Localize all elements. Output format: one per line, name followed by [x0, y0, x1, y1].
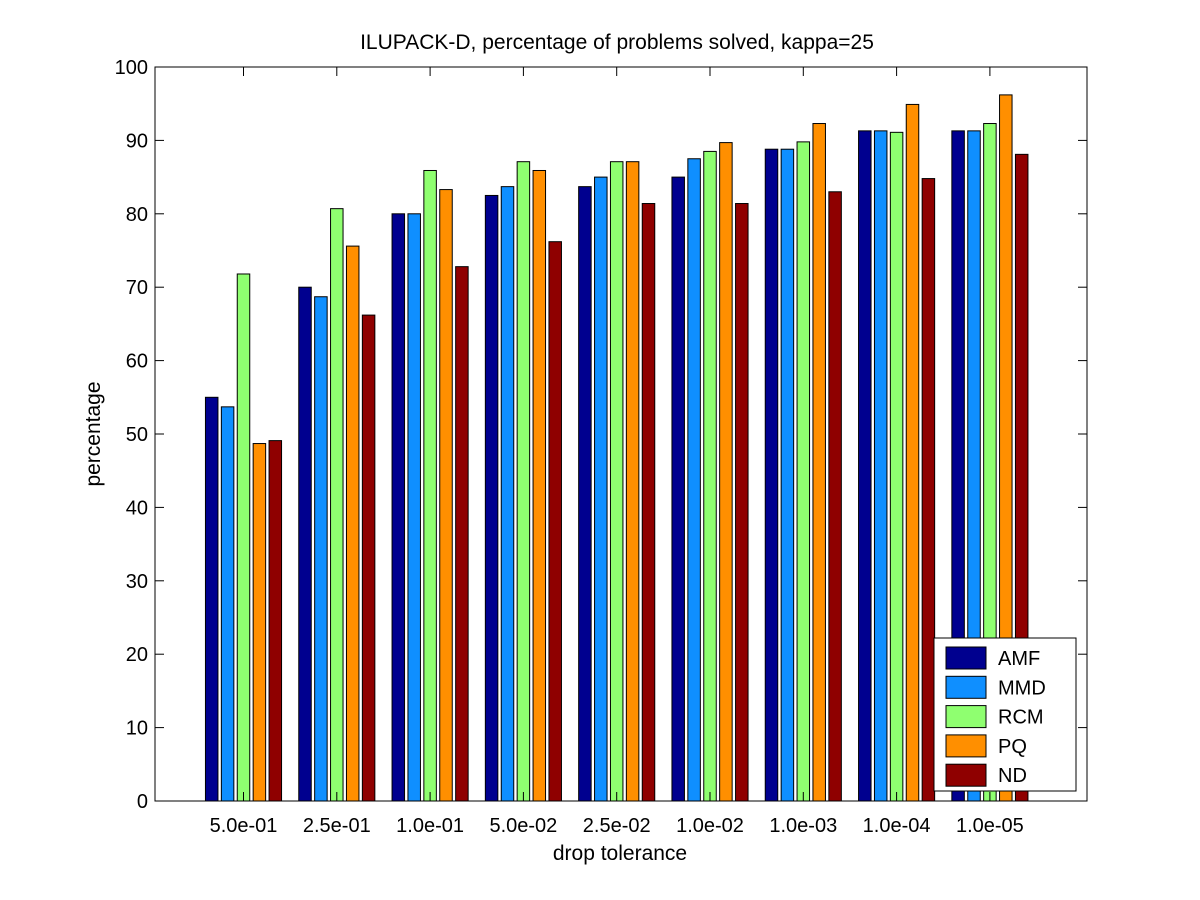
legend-label-pq: PQ — [998, 736, 1027, 758]
legend-label-nd: ND — [998, 765, 1027, 787]
bar-amf-1 — [298, 286, 312, 802]
x-tick-label: 1.0e-04 — [863, 815, 931, 837]
legend-swatch-rcm — [945, 705, 987, 729]
bar-mmd-4 — [594, 176, 608, 802]
chart-title: ILUPACK-D, percentage of problems solved… — [360, 31, 874, 54]
bar-pq-7 — [905, 103, 920, 802]
bar-pq-3 — [532, 169, 547, 802]
bar-rcm-4 — [609, 161, 624, 802]
bar-nd-5 — [735, 203, 749, 802]
x-tick-label: 5.0e-02 — [489, 815, 557, 837]
bar-pq-2 — [439, 189, 453, 802]
bar-mmd-2 — [407, 213, 421, 802]
legend-label-amf: AMF — [998, 648, 1040, 670]
bar-rcm-3 — [516, 161, 531, 802]
bar-pq-4 — [625, 161, 640, 802]
bar-amf-6 — [764, 148, 779, 802]
y-tick-label: 60 — [126, 351, 148, 373]
bar-rcm-2 — [423, 169, 437, 802]
bar-mmd-3 — [500, 186, 515, 802]
bar-mmd-0 — [220, 406, 235, 802]
x-tick-label: 2.5e-02 — [583, 815, 651, 837]
bar-nd-7 — [921, 178, 936, 802]
bar-mmd-5 — [687, 158, 701, 802]
bar-pq-5 — [719, 142, 733, 802]
bar-amf-3 — [484, 194, 499, 802]
bar-pq-0 — [252, 443, 267, 802]
y-tick-label: 10 — [126, 718, 148, 740]
bar-pq-1 — [345, 245, 360, 802]
bar-nd-6 — [828, 191, 842, 802]
x-tick-label: 1.0e-03 — [769, 815, 837, 837]
bar-nd-4 — [641, 203, 656, 802]
bar-pq-6 — [812, 123, 826, 802]
y-tick-label: 50 — [126, 424, 148, 446]
y-tick-label: 40 — [126, 497, 148, 519]
bar-rcm-6 — [796, 141, 811, 802]
legend-label-mmd: MMD — [998, 677, 1046, 699]
legend-label-rcm: RCM — [998, 707, 1044, 729]
x-tick-label: 1.0e-05 — [956, 815, 1024, 837]
bar-mmd-1 — [314, 296, 328, 802]
x-axis-title: drop tolerance — [553, 842, 687, 865]
y-tick-label: 0 — [137, 791, 148, 813]
bar-rcm-5 — [703, 150, 717, 802]
bar-amf-4 — [578, 186, 592, 802]
bar-rcm-1 — [330, 208, 344, 802]
bar-mmd-7 — [873, 130, 888, 802]
x-tick-label: 1.0e-02 — [676, 815, 744, 837]
legend: AMF MMD RCM PQ ND — [933, 637, 1077, 792]
y-axis: 0 10 20 30 40 50 60 70 80 90 100 — [115, 57, 1087, 813]
legend-swatch-nd — [945, 763, 987, 787]
y-tick-label: 80 — [126, 204, 148, 226]
legend-swatch-mmd — [945, 675, 987, 699]
legend-swatch-pq — [945, 734, 987, 758]
x-tick-label: 5.0e-01 — [210, 815, 278, 837]
bar-amf-7 — [858, 130, 872, 802]
bar-mmd-6 — [780, 148, 795, 802]
x-tick-label: 1.0e-01 — [396, 815, 464, 837]
bar-nd-2 — [455, 266, 469, 802]
y-tick-label: 90 — [126, 130, 148, 152]
y-tick-label: 100 — [115, 57, 148, 79]
bar-nd-3 — [548, 241, 562, 802]
bar-amf-5 — [671, 176, 685, 802]
bar-nd-1 — [361, 314, 376, 802]
y-tick-label: 70 — [126, 277, 148, 299]
y-tick-label: 20 — [126, 644, 148, 666]
x-axis: 5.0e-01 2.5e-01 1.0e-01 5.0e-02 2.5e-02 1.0e-… — [210, 67, 1024, 837]
bar-rcm-7 — [889, 131, 904, 802]
bar-rcm-0 — [236, 273, 251, 802]
bar-amf-0 — [204, 396, 219, 802]
legend-swatch-amf — [945, 646, 987, 670]
y-axis-title: percentage — [82, 381, 105, 486]
bar-nd-0 — [268, 440, 283, 802]
x-tick-label: 2.5e-01 — [303, 815, 371, 837]
bar-amf-2 — [391, 213, 406, 802]
y-tick-label: 30 — [126, 571, 148, 593]
